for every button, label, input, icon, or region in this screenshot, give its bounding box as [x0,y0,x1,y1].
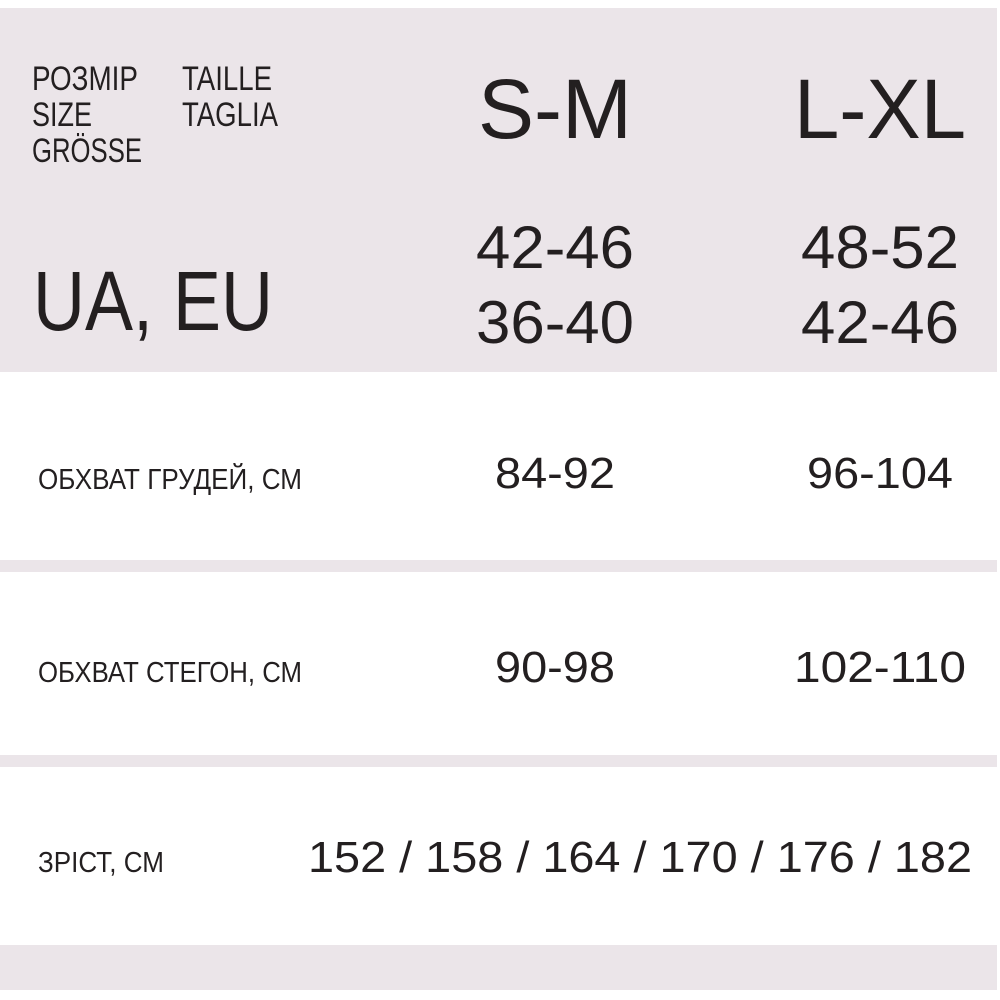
size-label: TAILLE [182,60,272,98]
row-value: 152 / 158 / 164 / 170 / 176 / 182 [308,833,972,882]
size-label: TAGLIA [182,96,278,134]
region-label: UA, EU [33,254,273,348]
row-separator [0,560,997,572]
row-value: 90-98 [495,643,615,692]
row-label: ОБХВАТ СТЕГОН, СМ [38,657,302,689]
size-heading: S-M [478,62,632,156]
row-value: 84-92 [495,449,615,498]
row-label: ЗРІСТ, СМ [38,847,164,879]
row-value: 102-110 [794,643,966,692]
ua-size: 42-46 [476,214,634,281]
row-value: 96-104 [807,449,953,498]
ua-size: 48-52 [801,214,959,281]
row-separator [0,755,997,767]
size-label: SIZE [32,96,92,134]
eu-size: 36-40 [476,289,634,356]
size-label: GRÖSSE [32,132,142,170]
row-separator [0,945,997,990]
eu-size: 42-46 [801,289,959,356]
size-heading: L-XL [794,62,966,156]
size-label: РОЗМІР [32,60,138,98]
row-label: ОБХВАТ ГРУДЕЙ, СМ [38,462,302,496]
header-background [0,8,997,372]
